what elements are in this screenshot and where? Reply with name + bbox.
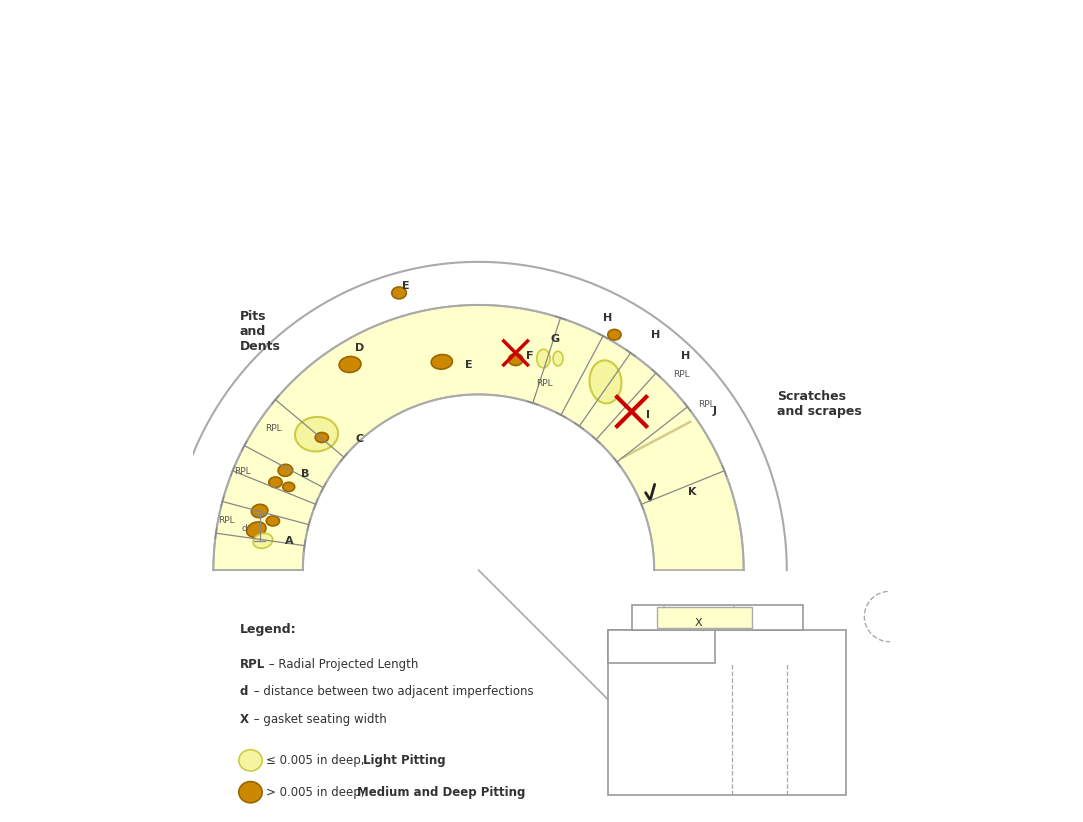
Text: X: X: [695, 618, 703, 628]
Text: I: I: [647, 410, 650, 420]
Ellipse shape: [608, 330, 621, 340]
FancyBboxPatch shape: [631, 604, 804, 630]
Text: Medium and Deep Pitting: Medium and Deep Pitting: [356, 786, 525, 799]
Ellipse shape: [508, 353, 523, 366]
Text: K: K: [688, 487, 696, 497]
Text: J: J: [713, 406, 717, 416]
Text: RPL: RPL: [265, 424, 282, 433]
Text: E: E: [402, 281, 409, 291]
Text: RPL: RPL: [234, 467, 250, 476]
Text: B: B: [301, 469, 310, 478]
Text: Legend:: Legend:: [239, 623, 297, 636]
Text: – gasket seating width: – gasket seating width: [250, 713, 388, 727]
Text: > 0.005 in deep,: > 0.005 in deep,: [266, 786, 368, 799]
Ellipse shape: [239, 782, 262, 803]
Text: Light Pitting: Light Pitting: [363, 754, 445, 767]
Ellipse shape: [251, 505, 268, 518]
Ellipse shape: [239, 750, 262, 771]
FancyBboxPatch shape: [608, 630, 715, 663]
Text: D: D: [355, 343, 365, 353]
Text: – Radial Projected Length: – Radial Projected Length: [265, 658, 418, 671]
Text: G: G: [550, 334, 559, 344]
Text: RPL: RPL: [536, 379, 553, 388]
Ellipse shape: [283, 483, 295, 492]
Text: RPL: RPL: [239, 658, 265, 671]
Text: Pits
and
Dents: Pits and Dents: [239, 310, 280, 353]
Ellipse shape: [589, 360, 622, 404]
Text: – distance between two adjacent imperfections: – distance between two adjacent imperfec…: [250, 686, 534, 699]
Text: d: d: [242, 524, 247, 533]
Text: H: H: [603, 313, 612, 323]
Ellipse shape: [295, 417, 338, 451]
FancyBboxPatch shape: [657, 607, 752, 628]
Ellipse shape: [269, 477, 282, 487]
Text: ≤ 0.005 in deep,: ≤ 0.005 in deep,: [266, 754, 368, 767]
Polygon shape: [213, 305, 744, 570]
Text: A: A: [285, 536, 293, 546]
Text: X: X: [239, 713, 249, 727]
Ellipse shape: [431, 354, 453, 369]
Text: C: C: [355, 435, 364, 445]
Text: RPL: RPL: [218, 516, 235, 525]
Ellipse shape: [278, 464, 292, 476]
Text: Scratches
and scrapes: Scratches and scrapes: [777, 390, 862, 418]
Ellipse shape: [247, 522, 266, 538]
FancyBboxPatch shape: [608, 630, 847, 796]
Ellipse shape: [339, 357, 361, 372]
Text: H: H: [681, 350, 690, 361]
Text: E: E: [465, 360, 472, 370]
Text: H: H: [652, 330, 661, 339]
Text: F: F: [526, 351, 534, 361]
Ellipse shape: [392, 287, 406, 299]
Ellipse shape: [315, 432, 328, 442]
Text: RPL: RPL: [673, 370, 690, 379]
Ellipse shape: [553, 351, 563, 366]
Ellipse shape: [253, 533, 273, 548]
Text: RPL: RPL: [699, 400, 715, 409]
Ellipse shape: [537, 349, 550, 367]
Circle shape: [864, 591, 915, 642]
Ellipse shape: [266, 516, 279, 526]
Text: d: d: [239, 686, 248, 699]
